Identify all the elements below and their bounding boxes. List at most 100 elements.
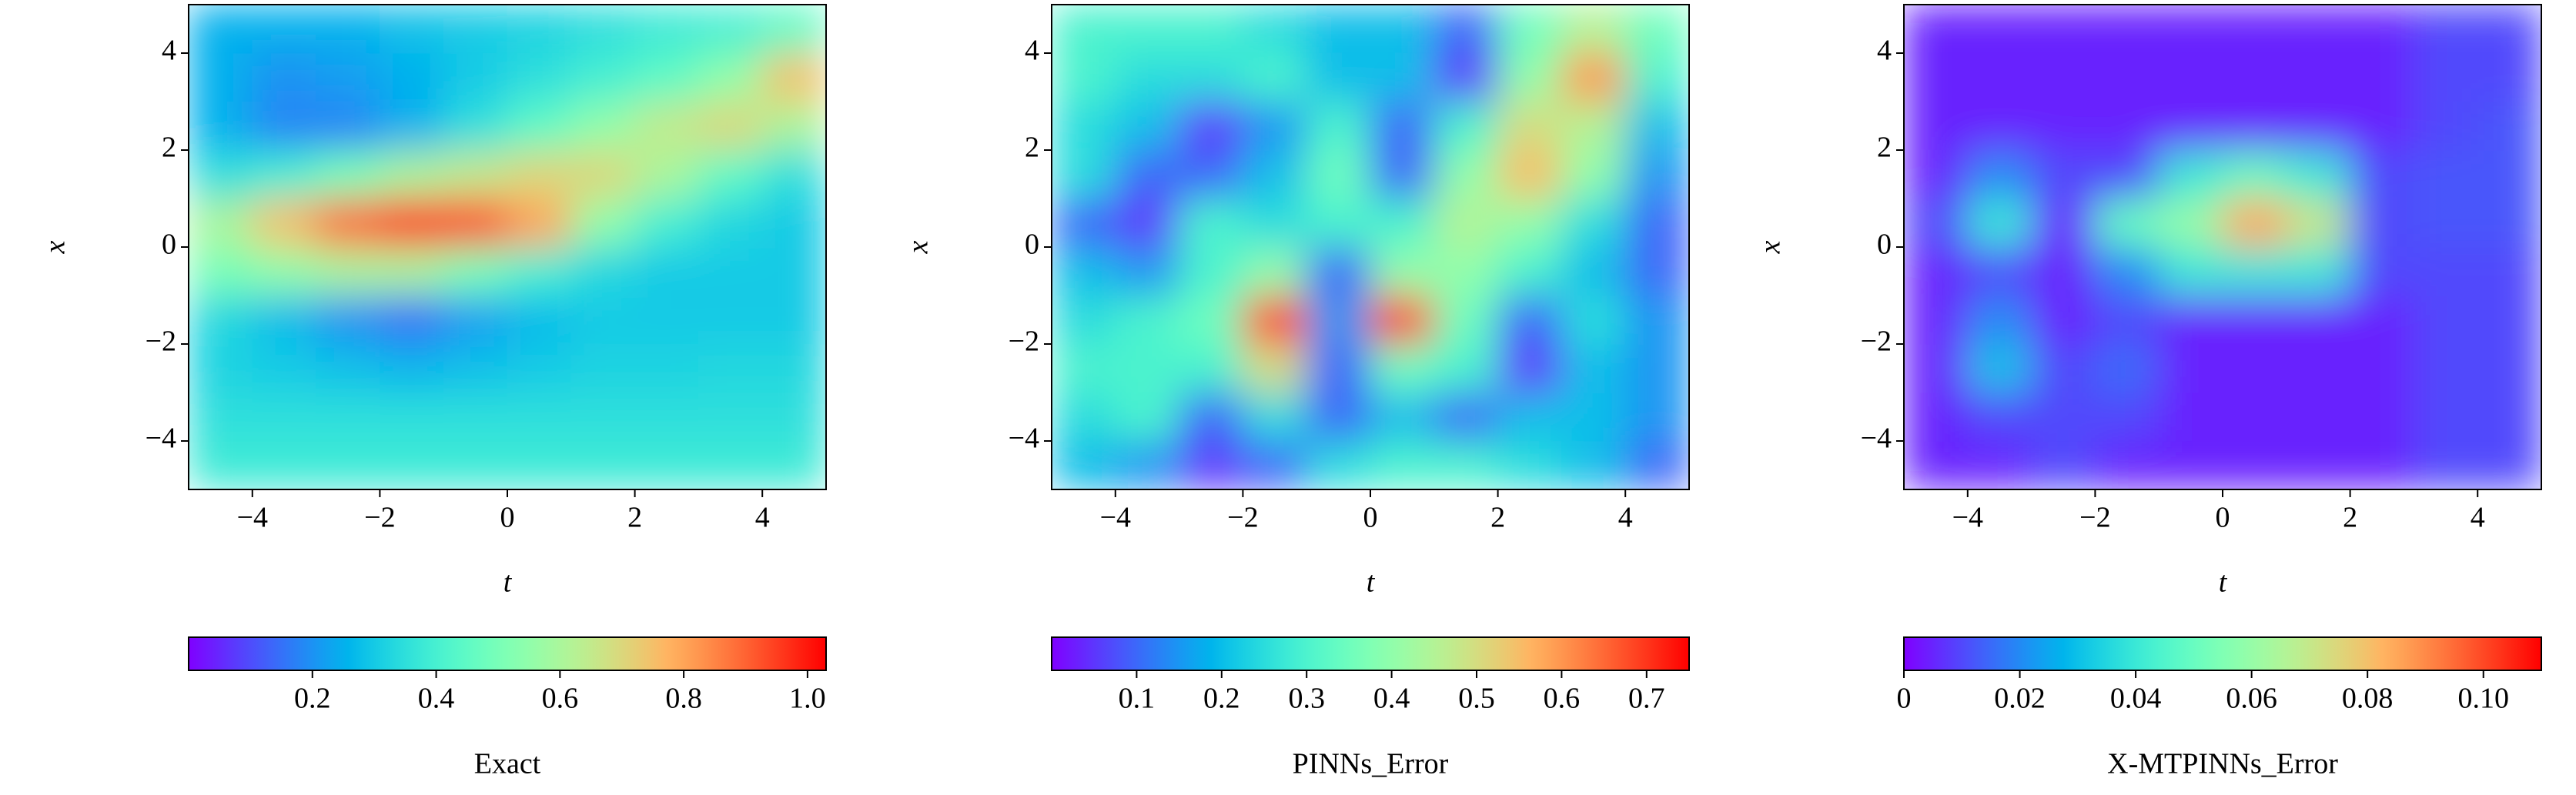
y-tick-label: 4	[1877, 35, 1892, 67]
heatmap-cell	[2286, 343, 2351, 393]
heatmap-cell	[1904, 5, 1969, 54]
heatmap-cell	[2094, 440, 2159, 489]
heatmap-cell	[189, 52, 253, 102]
heatmap-cell	[2158, 149, 2223, 199]
heatmap-cell	[1052, 101, 1116, 151]
heatmap-cell	[2222, 343, 2287, 393]
heatmap-cell	[634, 5, 699, 54]
heatmap-cell	[2158, 101, 2223, 151]
heatmap-cell	[2158, 198, 2223, 248]
y-tick-label: 2	[1025, 132, 1039, 164]
heatmap-cell	[2094, 392, 2159, 442]
heatmap-cell	[189, 198, 253, 248]
heatmap	[1904, 5, 2541, 489]
x-tick-label: −4	[237, 502, 268, 534]
heatmap-cell	[443, 149, 508, 199]
heatmap-cell	[1052, 198, 1116, 248]
heatmap-cell	[1242, 101, 1307, 151]
heatmap-cell	[1306, 440, 1371, 489]
heatmap-cell	[379, 343, 444, 393]
heatmap-cell	[1904, 198, 1969, 248]
heatmap-cell	[1904, 246, 1969, 296]
x-tick-label: 4	[2471, 502, 2485, 534]
heatmap-cell	[2158, 343, 2223, 393]
x-tick-label: 0	[2216, 502, 2230, 534]
heatmap-cell	[634, 149, 699, 199]
y-tick-label: −4	[146, 423, 176, 455]
heatmap-cell	[2031, 343, 2096, 393]
heatmap-cell	[1052, 440, 1116, 489]
heatmap-cell	[2222, 295, 2287, 345]
heatmap-cell	[570, 440, 636, 489]
heatmap-cell	[507, 52, 572, 102]
heatmap-cell	[252, 101, 317, 151]
heatmap-cell	[1561, 295, 1626, 345]
heatmap-cell	[507, 295, 572, 345]
heatmap-cell	[1370, 246, 1435, 296]
heatmap-cell	[1306, 5, 1371, 54]
heatmap-cell	[1115, 343, 1180, 393]
heatmap-cell	[2286, 198, 2351, 248]
colorbar-tick-label: 0.02	[1994, 683, 2046, 715]
x-tick-label: −4	[1100, 502, 1131, 534]
heatmap-cell	[1306, 343, 1371, 393]
heatmap-cell	[443, 440, 508, 489]
heatmap-cell	[2350, 52, 2414, 102]
x-axis-label: t	[503, 566, 513, 599]
heatmap-cell	[761, 246, 826, 296]
colorbar-tick-label: 0.3	[1288, 683, 1325, 715]
heatmap-cell	[316, 198, 380, 248]
heatmap-cell	[1497, 198, 1562, 248]
heatmap-cell	[1967, 198, 2032, 248]
heatmap-cell	[2413, 198, 2478, 248]
heatmap-cell	[316, 440, 380, 489]
heatmap-cell	[252, 149, 317, 199]
heatmap-cell	[1306, 392, 1371, 442]
heatmap-cell	[189, 149, 253, 199]
heatmap-cell	[379, 198, 444, 248]
heatmap-cell	[698, 149, 763, 199]
x-tick-label: 2	[627, 502, 642, 534]
heatmap-cell	[698, 246, 763, 296]
heatmap-cell	[379, 149, 444, 199]
heatmap-cell	[189, 246, 253, 296]
colorbar-tick-label: 0.4	[1373, 683, 1410, 715]
heatmap-cell	[316, 101, 380, 151]
heatmap-cell	[2158, 52, 2223, 102]
heatmap-cell	[634, 198, 699, 248]
x-axis-label: t	[1367, 566, 1376, 599]
heatmap-cell	[2031, 440, 2096, 489]
heatmap-cell	[2094, 5, 2159, 54]
heatmap-cell	[2413, 440, 2478, 489]
heatmap-cell	[1052, 52, 1116, 102]
heatmap	[1052, 5, 1689, 489]
heatmap-cell	[1497, 440, 1562, 489]
heatmap-cell	[2477, 52, 2541, 102]
y-tick-label: 2	[1877, 132, 1892, 164]
heatmap-cell	[507, 392, 572, 442]
heatmap-cell	[1115, 440, 1180, 489]
heatmap-cell	[1904, 295, 1969, 345]
heatmap-cell	[2477, 440, 2541, 489]
heatmap-cell	[1242, 5, 1307, 54]
heatmap-cell	[2350, 392, 2414, 442]
heatmap-cell	[2350, 198, 2414, 248]
heatmap-cell	[1497, 343, 1562, 393]
heatmap-cell	[443, 343, 508, 393]
heatmap-cell	[1179, 343, 1243, 393]
heatmap-cell	[1904, 52, 1969, 102]
heatmap-cell	[1115, 149, 1180, 199]
heatmap-cell	[634, 343, 699, 393]
colorbar-tick-label: 0.8	[665, 683, 702, 715]
heatmap-cell	[634, 440, 699, 489]
heatmap-cell	[1306, 101, 1371, 151]
colorbar	[1051, 636, 1690, 671]
heatmap-cell	[1967, 295, 2032, 345]
x-tick-label: 4	[755, 502, 770, 534]
heatmap-cell	[570, 149, 636, 199]
heatmap-cell	[1561, 392, 1626, 442]
heatmap-cell	[316, 5, 380, 54]
x-tick-label: −4	[1952, 502, 1983, 534]
heatmap-cell	[2094, 246, 2159, 296]
heatmap-cell	[1052, 343, 1116, 393]
